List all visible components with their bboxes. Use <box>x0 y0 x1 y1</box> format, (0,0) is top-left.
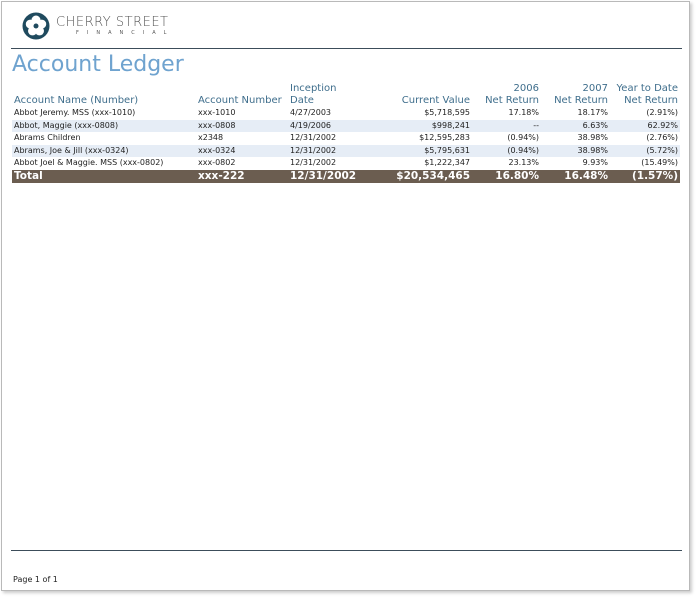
total-row: Total xxx-222 12/31/2002 $20,534,465 16.80% 1… <box>12 169 680 183</box>
cell-return-2007: 18.17% <box>577 108 608 117</box>
table-header-row: Account Name (Number) Account Number Inc… <box>12 83 680 107</box>
cell-account-name: Abrams, Joe & Jill (xxx-0324) <box>12 144 196 158</box>
cell-account-number: x2348 <box>198 133 224 143</box>
table-row: Abbot Jeremy. MSS (xxx-1010) xxx-1010 4/27… <box>12 107 680 120</box>
company-logo: CHERRY STREET FINANCIAL <box>22 12 174 40</box>
cell-inception-date: 12/31/2002 <box>288 169 368 183</box>
cell-return-2007: 9.93% <box>582 158 608 168</box>
header-2007-return: 2007 Net Return <box>554 83 608 106</box>
cell-inception-date: 4/27/2003 <box>290 108 332 117</box>
header-inception-date: Inception Date <box>290 83 337 106</box>
cell-return-ytd: (5.72%) <box>610 144 680 158</box>
cell-return-ytd: (1.57%) <box>610 169 680 183</box>
cell-return-2007: 38.98% <box>541 144 610 158</box>
report-page: CHERRY STREET FINANCIAL Account Ledger A… <box>1 1 690 591</box>
cell-account-name: Abbot Jeremy. MSS (xxx-1010) <box>14 108 136 117</box>
cell-current-value: $12,595,283 <box>419 133 470 143</box>
cell-inception-date: 4/19/2006 <box>288 119 368 133</box>
cell-current-value: $20,534,465 <box>368 169 472 183</box>
cell-account-number: xxx-0324 <box>196 144 288 158</box>
header-account-number: Account Number <box>198 95 282 106</box>
cell-account-name: Abbot, Maggie (xxx-0808) <box>12 119 196 133</box>
cell-current-value: $5,718,595 <box>424 108 470 117</box>
page-number: Page 1 of 1 <box>13 575 58 584</box>
cell-account-name: Abbot Joel & Maggie. MSS (xxx-0802) <box>14 158 164 168</box>
header-ytd-return: Year to Date Net Return <box>616 83 678 106</box>
cell-return-ytd: (15.49%) <box>641 158 678 168</box>
cell-return-ytd: (2.91%) <box>646 108 678 117</box>
cell-return-2007: 38.98% <box>577 133 608 143</box>
cell-account-name: Total <box>12 169 196 183</box>
logo-sub-text: FINANCIAL <box>76 29 175 36</box>
table-row: Abrams Children x2348 12/31/2002 $12,595,28… <box>12 132 680 145</box>
cell-return-2006: -- <box>472 119 541 133</box>
cell-current-value: $998,241 <box>368 119 472 133</box>
footer-divider <box>11 550 682 551</box>
header-current-value: Current Value <box>401 95 470 106</box>
page-title: Account Ledger <box>12 52 184 77</box>
cell-return-ytd: (2.76%) <box>646 133 678 143</box>
cell-return-2006: (0.94%) <box>507 133 539 143</box>
cell-return-2007: 6.63% <box>541 119 610 133</box>
cell-account-number: xxx-0808 <box>196 119 288 133</box>
cell-return-2006: 23.13% <box>508 158 539 168</box>
cell-inception-date: 12/31/2002 <box>290 158 337 168</box>
cell-account-name: Abrams Children <box>14 133 81 143</box>
header-divider <box>11 48 682 49</box>
cell-account-number: xxx-1010 <box>198 108 236 117</box>
ledger-table: Account Name (Number) Account Number Inc… <box>12 83 680 183</box>
cell-return-2007: 16.48% <box>541 169 610 183</box>
cherry-blossom-logo-icon <box>22 12 50 40</box>
cell-inception-date: 12/31/2002 <box>288 144 368 158</box>
table-row: Abrams, Joe & Jill (xxx-0324) xxx-0324 12/… <box>12 144 680 158</box>
cell-current-value: $1,222,347 <box>424 158 470 168</box>
logo-main-text: CHERRY STREET <box>56 14 169 30</box>
cell-inception-date: 12/31/2002 <box>290 133 337 143</box>
cell-account-number: xxx-0802 <box>198 158 236 168</box>
cell-return-ytd: 62.92% <box>610 119 680 133</box>
cell-account-number: xxx-222 <box>196 169 288 183</box>
cell-return-2006: (0.94%) <box>472 144 541 158</box>
header-account-name: Account Name (Number) <box>14 95 139 106</box>
header-2006-return: 2006 Net Return <box>485 83 539 106</box>
table-row: Abbot, Maggie (xxx-0808) xxx-0808 4/19/200… <box>12 119 680 133</box>
cell-return-2006: 17.18% <box>508 108 539 117</box>
table-row: Abbot Joel & Maggie. MSS (xxx-0802) xxx-0… <box>12 157 680 170</box>
cell-return-2006: 16.80% <box>472 169 541 183</box>
cell-current-value: $5,795,631 <box>368 144 472 158</box>
